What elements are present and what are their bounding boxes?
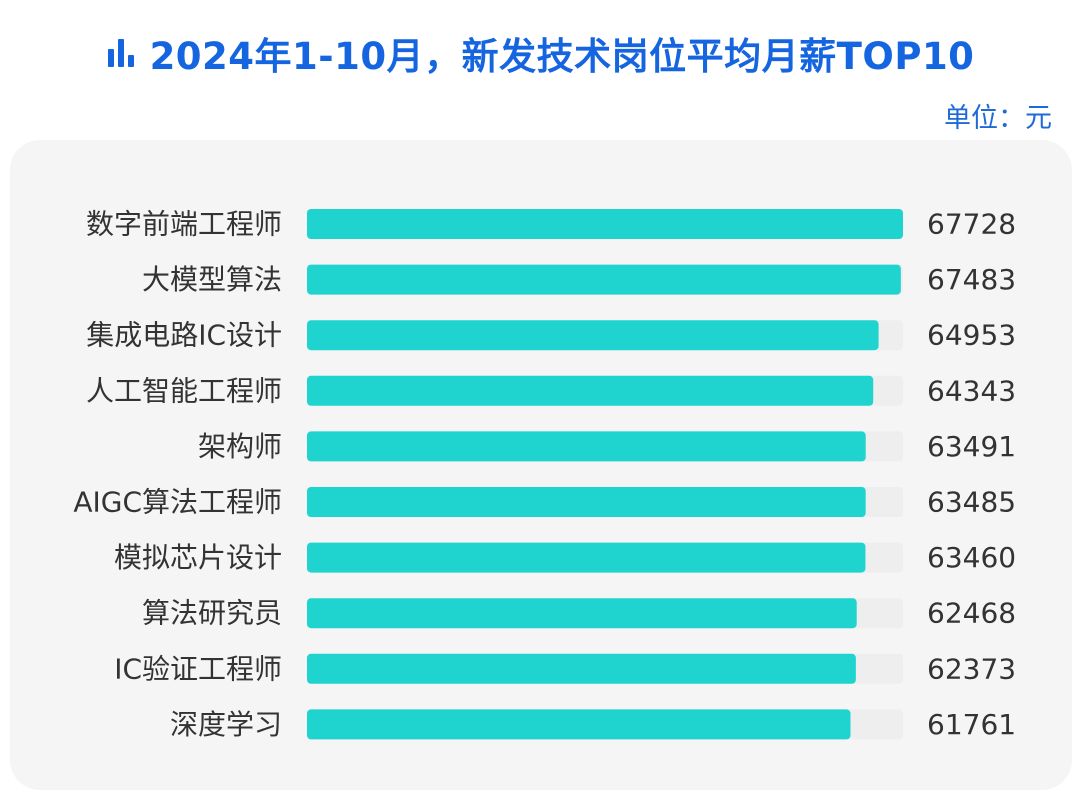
category-label: AIGC算法工程师 [73,486,282,519]
chart-title: 2024年1-10月，新发技术岗位平均月薪TOP10 [149,35,975,78]
chart-panel: 数字前端工程师 67728 大模型算法 67483 集成电路IC设计 64953 人工智能工… [10,140,1072,790]
category-label: 大模型算法 [142,263,282,296]
value-label: 63491 [927,430,1016,463]
value-label: 67728 [927,208,1016,241]
category-label: IC验证工程师 [114,652,282,685]
bar [307,542,866,573]
bar [307,653,856,684]
category-label: 算法研究员 [142,597,282,630]
bar [307,431,866,462]
category-label: 深度学习 [170,708,282,741]
value-label: 62468 [927,597,1016,630]
value-label: 61761 [927,708,1016,741]
bar [307,598,857,629]
value-label: 63460 [927,541,1016,574]
value-label: 64953 [927,319,1016,352]
bar [307,375,874,406]
category-label: 集成电路IC设计 [86,319,282,352]
value-label: 67483 [927,263,1016,296]
bar-chart: 数字前端工程师 67728 大模型算法 67483 集成电路IC设计 64953 人工智能工… [73,208,1016,741]
bar [307,320,879,351]
unit-label: 单位：元 [944,103,1052,134]
category-label: 架构师 [198,430,282,463]
bar [307,264,901,295]
value-label: 64343 [927,374,1016,407]
category-label: 人工智能工程师 [86,374,282,407]
bar-chart-icon [107,39,134,67]
value-label: 62373 [927,652,1016,685]
category-label: 模拟芯片设计 [114,541,282,574]
chart-header: 2024年1-10月，新发技术岗位平均月薪TOP10 单位：元 [0,0,1080,134]
title-row: 2024年1-10月，新发技术岗位平均月薪TOP10 [0,28,1080,78]
bar [307,709,851,740]
value-label: 63485 [927,486,1016,519]
bar [307,487,866,517]
category-label: 数字前端工程师 [86,208,282,241]
bar [307,209,903,239]
